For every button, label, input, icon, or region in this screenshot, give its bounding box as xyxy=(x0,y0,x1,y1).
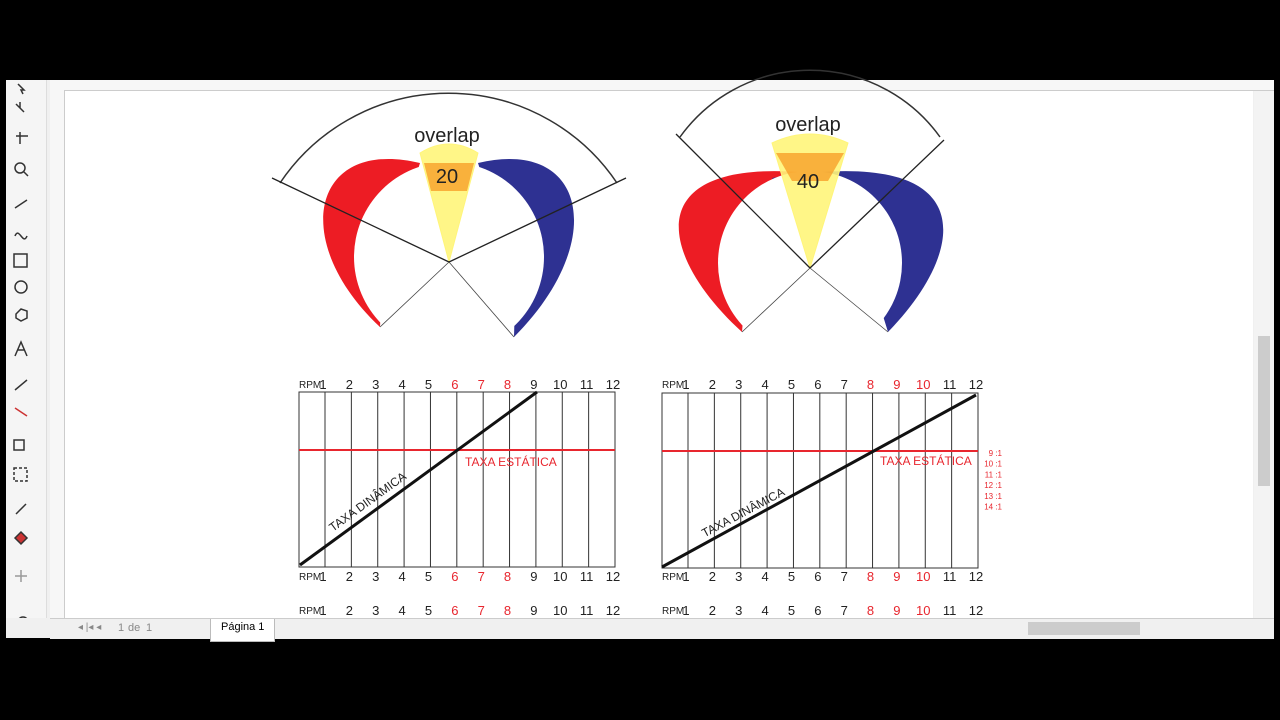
freehand-tool[interactable] xyxy=(14,199,28,209)
rectangle-tool[interactable] xyxy=(13,253,28,268)
toolbox-icons xyxy=(13,83,29,628)
vertical-scrollbar[interactable] xyxy=(1254,91,1274,618)
horizontal-scroll-thumb[interactable] xyxy=(1028,622,1140,635)
toolbox xyxy=(6,80,47,628)
shadow-tool[interactable] xyxy=(13,439,25,451)
page-number: 1 xyxy=(118,622,125,634)
shape-tool[interactable] xyxy=(15,102,25,113)
page-total: 1 xyxy=(146,622,153,634)
page-tab[interactable]: Página 1 xyxy=(210,619,276,642)
eyedropper-tool[interactable] xyxy=(15,503,27,515)
fill-tool[interactable] xyxy=(13,530,29,546)
nav-buttons[interactable]: ◂ |◂ ◂ xyxy=(78,622,102,633)
app-window: ◂ |◂ ◂ 1 de 1 Página 1 xyxy=(6,80,1274,642)
drawing-canvas[interactable] xyxy=(65,91,1253,618)
ruler-vertical xyxy=(50,90,65,618)
scroll-thumb[interactable] xyxy=(1258,336,1270,486)
settings[interactable] xyxy=(17,616,29,628)
page-navigator: ◂ |◂ ◂ 1 de 1 Página 1 xyxy=(50,618,1274,642)
text-tool[interactable] xyxy=(14,340,28,357)
transparency-tool[interactable] xyxy=(13,467,28,482)
pick-tool[interactable] xyxy=(17,83,26,95)
connector-tool[interactable] xyxy=(14,407,28,417)
dimension-tool[interactable] xyxy=(14,379,28,391)
zoom-tool[interactable] xyxy=(14,162,26,174)
curve-tool[interactable] xyxy=(14,232,28,240)
ellipse-tool[interactable] xyxy=(14,280,28,294)
add-tool[interactable] xyxy=(15,570,27,582)
crop-tool[interactable] xyxy=(16,132,28,144)
polygon-tool[interactable] xyxy=(15,308,28,322)
ruler-horizontal xyxy=(50,80,1274,91)
page-of: de xyxy=(128,622,141,634)
